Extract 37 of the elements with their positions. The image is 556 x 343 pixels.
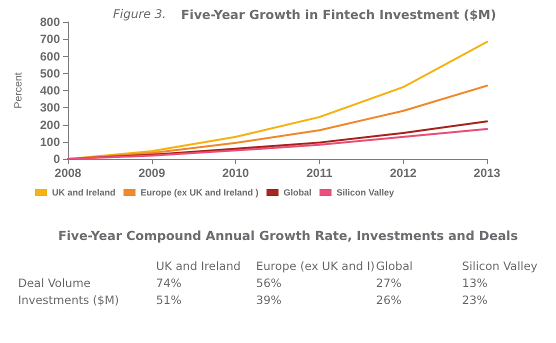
x-tick-label: 2012: [390, 166, 417, 180]
legend-label: Silicon Valley: [336, 188, 394, 198]
y-tick-label: 700: [40, 32, 60, 46]
y-tick-label: 500: [40, 66, 60, 80]
x-tick-label: 2013: [474, 166, 501, 180]
y-tick-label: 800: [40, 15, 60, 29]
legend-label: Global: [284, 188, 312, 198]
x-tick-label: 2011: [306, 166, 333, 180]
text: UK and Ireland: [156, 258, 242, 274]
text: 56%: [256, 274, 283, 291]
legend-label: Europe (ex UK and Ireland ): [140, 188, 259, 198]
legend-label: UK and Ireland: [52, 188, 116, 198]
text: Investments ($M): [18, 292, 120, 308]
text: 39%: [256, 292, 283, 308]
x-tick-label: 2008: [54, 166, 82, 180]
x-tick-label: 2010: [222, 166, 250, 180]
text: 74%: [156, 274, 183, 291]
y-tick-label: 200: [40, 118, 60, 132]
text: Europe (ex UK and I): [256, 258, 376, 274]
text: 51%: [156, 292, 183, 308]
text: Global: [376, 258, 414, 274]
text: 23%: [462, 292, 489, 308]
chart-title: Five-Year Growth in Fintech Investment ($M): [181, 7, 496, 22]
y-axis-title: Percent: [12, 72, 24, 109]
y-tick-label: 400: [40, 84, 60, 98]
text: Deal Volume: [18, 274, 92, 291]
text: Silicon Valley: [462, 258, 538, 274]
text: 13%: [462, 274, 489, 291]
x-tick-label: 2009: [138, 166, 166, 180]
y-tick-label: 0: [53, 152, 60, 166]
y-tick-label: 600: [40, 49, 60, 64]
y-tick-label: 300: [40, 100, 60, 115]
y-tick-label: 100: [40, 134, 60, 149]
text: 27%: [376, 274, 403, 291]
text: 26%: [376, 292, 403, 308]
text: Five-Year Compound Annual Growth Rate, Investments and Deals: [57, 228, 519, 243]
chart-subtitle: Figure 3.: [113, 7, 166, 21]
